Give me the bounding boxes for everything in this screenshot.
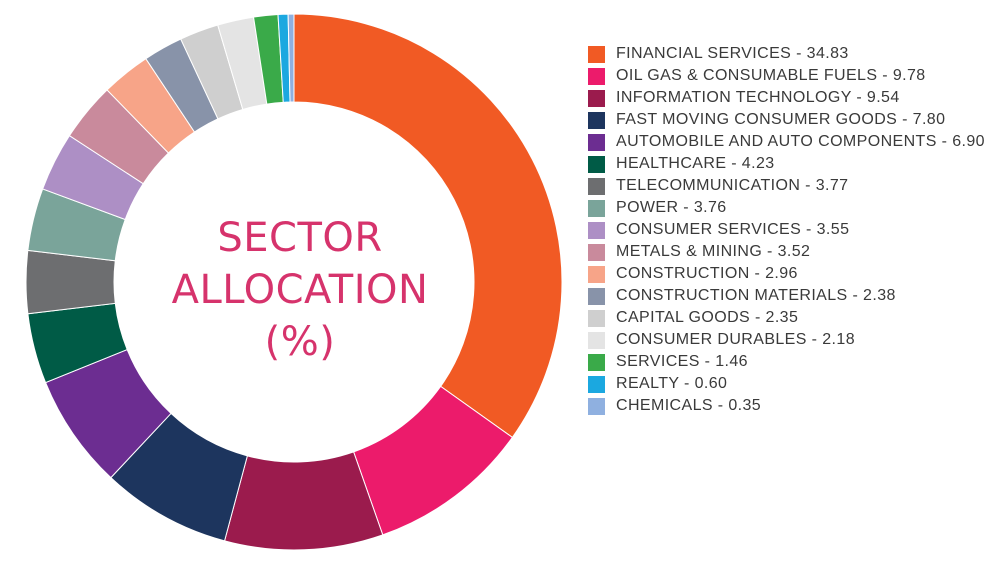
legend-label: CONSUMER SERVICES - 3.55 xyxy=(616,221,850,238)
legend-swatch xyxy=(588,112,605,129)
legend-swatch xyxy=(588,332,605,349)
donut-chart xyxy=(25,13,563,551)
legend-item: METALS & MINING - 3.52 xyxy=(588,241,988,263)
legend-label: AUTOMOBILE AND AUTO COMPONENTS - 6.90 xyxy=(616,133,985,150)
center-title-line-2: ALLOCATION xyxy=(171,267,429,313)
donut-slice xyxy=(287,13,295,103)
chart-legend: FINANCIAL SERVICES - 34.83 OIL GAS & CONS… xyxy=(588,43,988,417)
donut-slice xyxy=(25,249,116,315)
legend-item: REALTY - 0.60 xyxy=(588,373,988,395)
legend-label: CAPITAL GOODS - 2.35 xyxy=(616,309,799,326)
legend-label: FINANCIAL SERVICES - 34.83 xyxy=(616,45,849,62)
legend-item: CONSUMER SERVICES - 3.55 xyxy=(588,219,988,241)
legend-swatch xyxy=(588,288,605,305)
legend-item: CAPITAL GOODS - 2.35 xyxy=(588,307,988,329)
legend-item: OIL GAS & CONSUMABLE FUELS - 9.78 xyxy=(588,65,988,87)
center-title-line-3: (%) xyxy=(264,319,336,365)
legend-swatch xyxy=(588,222,605,239)
donut-slice xyxy=(293,13,563,439)
legend-item: INFORMATION TECHNOLOGY - 9.54 xyxy=(588,87,988,109)
legend-label: CONSTRUCTION MATERIALS - 2.38 xyxy=(616,287,896,304)
legend-label: SERVICES - 1.46 xyxy=(616,353,748,370)
legend-swatch xyxy=(588,266,605,283)
legend-item: POWER - 3.76 xyxy=(588,197,988,219)
legend-item: CONSTRUCTION MATERIALS - 2.38 xyxy=(588,285,988,307)
legend-swatch xyxy=(588,354,605,371)
legend-swatch xyxy=(588,398,605,415)
legend-item: FINANCIAL SERVICES - 34.83 xyxy=(588,43,988,65)
legend-label: POWER - 3.76 xyxy=(616,199,727,216)
legend-swatch xyxy=(588,376,605,393)
legend-label: CONSUMER DURABLES - 2.18 xyxy=(616,331,855,348)
legend-swatch xyxy=(588,244,605,261)
legend-swatch xyxy=(588,156,605,173)
legend-item: CONSTRUCTION - 2.96 xyxy=(588,263,988,285)
legend-swatch xyxy=(588,46,605,63)
donut-slice xyxy=(223,451,384,551)
legend-label: INFORMATION TECHNOLOGY - 9.54 xyxy=(616,89,900,106)
legend-label: TELECOMMUNICATION - 3.77 xyxy=(616,177,849,194)
legend-item: AUTOMOBILE AND AUTO COMPONENTS - 6.90 xyxy=(588,131,988,153)
legend-swatch xyxy=(588,310,605,327)
legend-swatch xyxy=(588,134,605,151)
legend-label: REALTY - 0.60 xyxy=(616,375,728,392)
legend-label: OIL GAS & CONSUMABLE FUELS - 9.78 xyxy=(616,67,926,84)
legend-item: CONSUMER DURABLES - 2.18 xyxy=(588,329,988,351)
legend-item: HEALTHCARE - 4.23 xyxy=(588,153,988,175)
legend-swatch xyxy=(588,200,605,217)
legend-label: CONSTRUCTION - 2.96 xyxy=(616,265,798,282)
legend-item: TELECOMMUNICATION - 3.77 xyxy=(588,175,988,197)
legend-swatch xyxy=(588,68,605,85)
legend-item: FAST MOVING CONSUMER GOODS - 7.80 xyxy=(588,109,988,131)
legend-label: HEALTHCARE - 4.23 xyxy=(616,155,775,172)
legend-swatch xyxy=(588,90,605,107)
legend-label: METALS & MINING - 3.52 xyxy=(616,243,811,260)
chart-center-title: SECTOR ALLOCATION (%) xyxy=(150,212,450,368)
center-title-line-1: SECTOR xyxy=(217,215,383,261)
legend-label: FAST MOVING CONSUMER GOODS - 7.80 xyxy=(616,111,946,128)
legend-swatch xyxy=(588,178,605,195)
legend-item: SERVICES - 1.46 xyxy=(588,351,988,373)
legend-item: CHEMICALS - 0.35 xyxy=(588,395,988,417)
legend-label: CHEMICALS - 0.35 xyxy=(616,397,762,414)
